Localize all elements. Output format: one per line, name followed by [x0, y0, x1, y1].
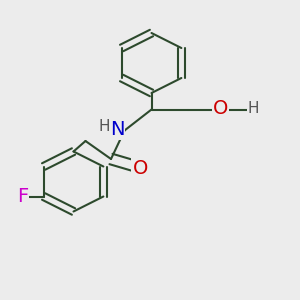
- Text: H: H: [248, 101, 259, 116]
- Text: F: F: [17, 187, 28, 206]
- Text: O: O: [213, 99, 228, 119]
- Text: O: O: [132, 158, 148, 178]
- Text: H: H: [98, 119, 110, 134]
- Text: N: N: [110, 120, 124, 139]
